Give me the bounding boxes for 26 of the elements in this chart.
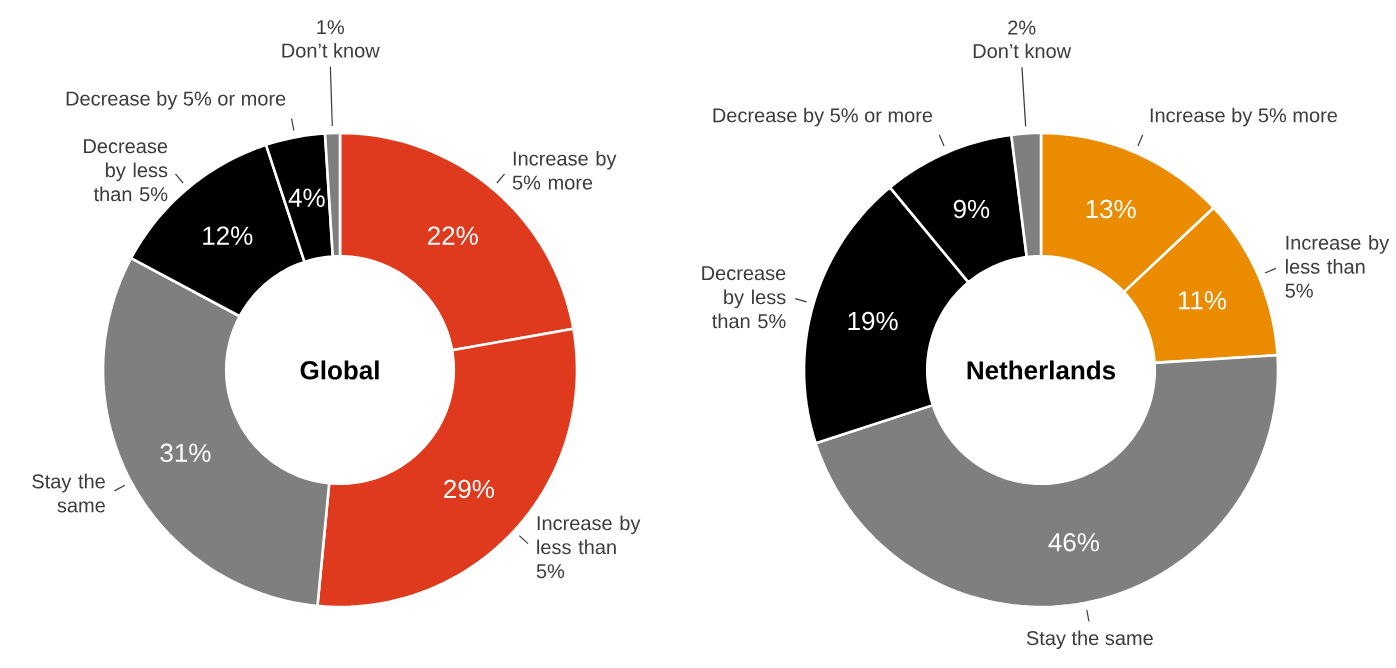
data-label: 22%: [428, 226, 478, 245]
data-label: 11%: [1178, 291, 1227, 310]
slice-label: Don’t know: [282, 42, 380, 58]
data-label: 2%: [1008, 20, 1036, 35]
slice-label: Decrease by 5% or more: [66, 90, 286, 110]
data-label: 4%: [288, 188, 325, 207]
slice-label: Decrease by 5% or more: [713, 107, 933, 127]
slice-label: Stay the same: [32, 473, 105, 513]
data-label: 1%: [317, 20, 345, 35]
slice-label: Don’t know: [973, 43, 1072, 59]
data-label: 9%: [953, 199, 990, 219]
slice-label: Decrease by less than 5%: [84, 139, 168, 202]
data-label: 13%: [1086, 199, 1136, 219]
data-label: 31%: [160, 443, 211, 463]
text: Global: [300, 360, 379, 380]
data-label: 12%: [203, 226, 253, 245]
slice-label: Increase by less than 5%: [536, 515, 641, 579]
slice-label: Increase by less than 5%: [1285, 235, 1390, 298]
text: Netherlands: [967, 360, 1116, 380]
slice-label: Stay the same: [1026, 630, 1153, 650]
data-label: 29%: [444, 479, 494, 499]
slice-label: Increase by 5% more: [512, 150, 617, 190]
data-label: 46%: [1048, 533, 1099, 552]
slice-label: Increase by 5% more: [1150, 107, 1337, 127]
data-label: 19%: [848, 311, 898, 331]
slice-label: Decrease by less than 5%: [702, 266, 786, 329]
